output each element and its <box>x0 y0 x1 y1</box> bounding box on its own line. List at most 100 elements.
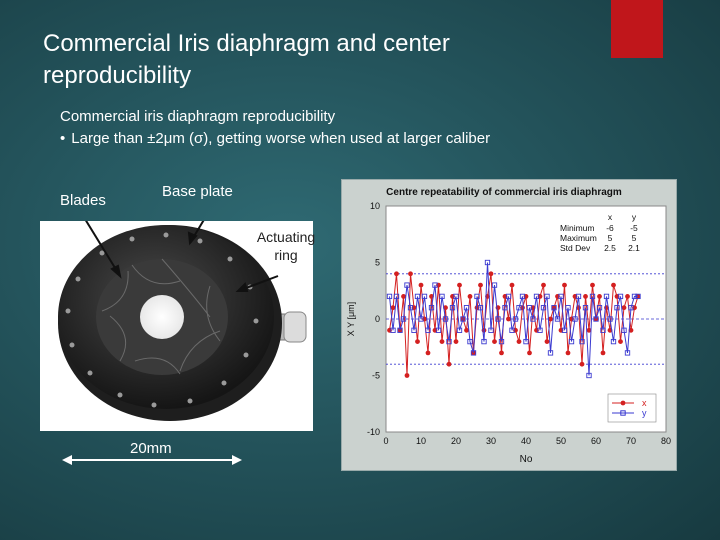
bullet-icon: • <box>60 130 66 147</box>
legend-marker <box>620 410 626 416</box>
stats-cell: 5 <box>608 233 613 243</box>
data-point-y <box>505 293 512 300</box>
bullet-line: • Large than ±2μm (σ), getting worse when… <box>60 128 490 150</box>
stats-cell: Maximum <box>560 233 597 243</box>
data-point-y <box>460 316 466 322</box>
data-point-y <box>498 338 505 345</box>
data-point-y <box>628 305 634 311</box>
data-point-y <box>516 305 522 311</box>
y-ticks: 10 5 0 -5 -10 <box>367 201 380 437</box>
data-point-y <box>400 316 407 322</box>
data-point-y <box>617 293 624 300</box>
data-point-x <box>457 282 462 288</box>
data-point-y <box>624 350 631 356</box>
screw-holes <box>65 232 259 408</box>
stats-cell: -6 <box>606 223 614 233</box>
data-point-y <box>551 305 557 311</box>
stats-header: y <box>632 212 637 222</box>
data-point-y <box>572 316 578 322</box>
data-point-y <box>523 338 529 345</box>
data-point-y <box>607 316 613 322</box>
baseplate-label: Base plate <box>162 183 233 200</box>
data-point-x <box>562 282 567 288</box>
data-point-y <box>509 327 515 333</box>
data-point-x <box>439 339 445 344</box>
data-point-y <box>554 316 561 322</box>
data-point-y <box>589 293 596 300</box>
data-point-y <box>600 327 606 333</box>
stats-cell: Std Dev <box>560 243 591 253</box>
accent-bar <box>611 0 663 58</box>
data-point-y <box>404 282 410 288</box>
data-point-y <box>453 293 459 300</box>
data-point-y <box>544 293 550 300</box>
stats-cell: Minimum <box>560 223 594 233</box>
data-point-x <box>565 350 571 356</box>
stats-cell: 2.1 <box>628 243 640 253</box>
data-point-y <box>582 305 589 311</box>
data-point-x <box>509 282 515 288</box>
stats-cell: 2.5 <box>604 243 616 253</box>
data-point-y <box>432 282 438 288</box>
data-point-x <box>597 294 602 299</box>
y-tick-label: 0 <box>375 314 380 324</box>
chart-title: Centre repeatability of commercial iris … <box>386 187 622 198</box>
data-point-y <box>495 316 501 322</box>
data-point-y <box>446 338 452 345</box>
data-point-y <box>421 293 428 300</box>
data-point-x <box>590 282 595 288</box>
x-ticks: 0 10 20 30 40 50 60 70 80 <box>383 436 671 446</box>
data-point-y <box>540 305 547 311</box>
data-point-x <box>425 350 431 356</box>
data-point-y <box>390 327 396 333</box>
data-point-x <box>394 271 399 277</box>
legend-marker <box>620 400 626 406</box>
reference-lines <box>386 273 666 365</box>
x-tick-label: 60 <box>591 436 601 446</box>
data-point-y <box>488 327 494 333</box>
y-tick-label: -10 <box>367 427 380 437</box>
data-point-y <box>470 350 477 356</box>
data-point-x <box>488 271 494 277</box>
data-point-x <box>516 339 522 344</box>
legend-label: x <box>642 398 647 408</box>
data-point-x <box>583 294 588 299</box>
data-point-x <box>544 339 550 344</box>
legend: xy <box>607 393 657 423</box>
x-tick-label: 20 <box>451 436 461 446</box>
x-tick-label: 30 <box>486 436 496 446</box>
data-point-x <box>390 305 396 311</box>
y-tick-label: 10 <box>370 201 380 211</box>
subtitle: Commercial iris diaphragm reproducibilit… <box>60 108 336 125</box>
subtitle-block: Commercial iris diaphragm reproducibilit… <box>60 106 490 150</box>
data-point-x <box>418 282 424 288</box>
data-point-x <box>446 361 452 367</box>
legend-label: y <box>642 408 647 418</box>
data-point-y <box>428 305 435 311</box>
data-point-y <box>484 259 491 266</box>
x-tick-label: 70 <box>626 436 636 446</box>
data-point-y <box>414 293 421 300</box>
data-point-y <box>463 305 470 311</box>
y-tick-label: -5 <box>372 371 380 381</box>
data-point-y <box>411 327 417 333</box>
slide-title: Commercial Iris diaphragm and center rep… <box>43 30 450 89</box>
x-tick-label: 10 <box>416 436 426 446</box>
data-point-y <box>397 327 403 333</box>
data-point-x <box>586 327 592 333</box>
stats-header: x <box>608 212 613 222</box>
data-point-y <box>596 305 603 311</box>
data-point-x <box>611 282 616 288</box>
data-point-y <box>425 327 431 333</box>
data-point-x <box>478 282 483 288</box>
data-point-x <box>404 373 410 378</box>
data-point-x <box>492 339 497 344</box>
x-tick-label: 40 <box>521 436 531 446</box>
data-point-y <box>558 293 564 300</box>
data-point-x <box>499 350 504 356</box>
data-point-y <box>565 305 571 311</box>
data-point-x <box>625 294 630 299</box>
series-group <box>386 259 641 379</box>
legend-box <box>607 393 657 423</box>
repeatability-chart: Centre repeatability of commercial iris … <box>341 179 677 471</box>
